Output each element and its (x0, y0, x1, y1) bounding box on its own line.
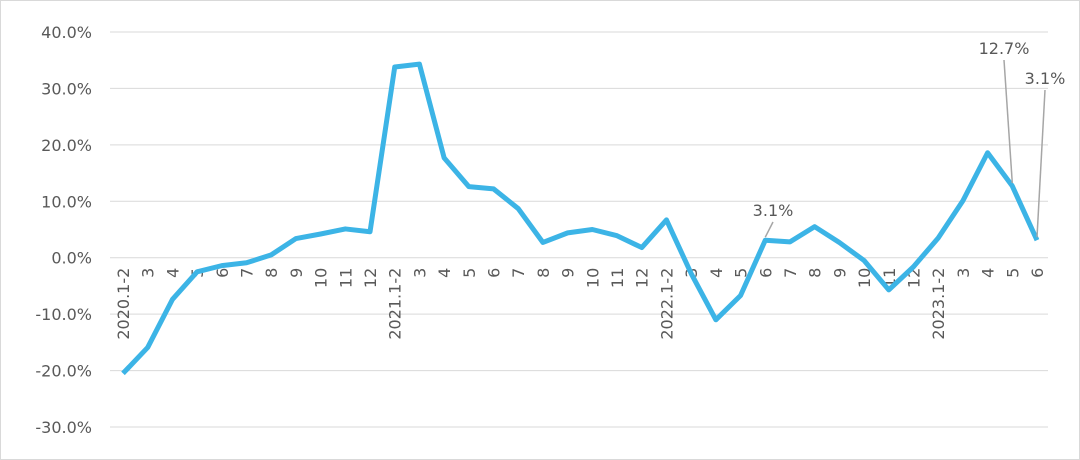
y-tick-label: 40.0% (41, 23, 92, 42)
x-tick-label: 7 (509, 268, 528, 278)
data-label: 12.7% (979, 39, 1030, 58)
x-tick-label: 4 (707, 268, 726, 278)
x-tick-label: 2021.1-2 (386, 268, 405, 340)
x-tick-label: 7 (238, 268, 257, 278)
data-label: 3.1% (1025, 69, 1066, 88)
x-tick-label: 12 (361, 268, 380, 288)
x-tick-label: 8 (806, 268, 825, 278)
x-tick-label: 10 (855, 268, 874, 288)
x-tick-label: 2020.1-2 (114, 268, 133, 340)
x-tick-label: 3 (139, 268, 158, 278)
label-leader (764, 221, 774, 238)
data-label: 3.1% (753, 201, 794, 220)
x-tick-label: 10 (583, 268, 602, 288)
y-tick-label: -10.0% (35, 305, 92, 324)
x-tick-label: 2022.1-2 (657, 268, 676, 340)
x-tick-label: 8 (534, 268, 553, 278)
y-tick-label: -20.0% (35, 362, 92, 381)
x-tick-label: 5 (732, 268, 751, 278)
data-line (121, 61, 1040, 376)
x-tick-label: 11 (608, 268, 627, 288)
y-tick-label: -30.0% (35, 418, 92, 437)
y-tick-label: 10.0% (41, 192, 92, 211)
x-tick-label: 3 (954, 268, 973, 278)
x-tick-label: 5 (460, 268, 479, 278)
x-tick-label: 4 (435, 268, 454, 278)
x-tick-label: 4 (979, 268, 998, 278)
x-tick-label: 11 (336, 268, 355, 288)
y-tick-label: 20.0% (41, 136, 92, 155)
x-tick-label: 6 (213, 268, 232, 278)
y-tick-label: 0.0% (51, 249, 92, 268)
label-leader (1036, 89, 1046, 238)
x-tick-label: 6 (756, 268, 775, 278)
x-tick-label: 5 (1003, 268, 1022, 278)
x-tick-label: 6 (1028, 268, 1047, 278)
x-tick-label: 9 (287, 268, 306, 278)
x-tick-label: 3 (410, 268, 429, 278)
x-tick-label: 10 (312, 268, 331, 288)
x-tick-label: 4 (163, 268, 182, 278)
x-tick-label: 8 (262, 268, 281, 278)
x-tick-label: 2023.1-2 (929, 268, 948, 340)
y-tick-label: 30.0% (41, 79, 92, 98)
x-tick-label: 7 (781, 268, 800, 278)
x-tick-label: 9 (830, 268, 849, 278)
label-leader (1003, 59, 1014, 184)
x-tick-label: 9 (559, 268, 578, 278)
x-tick-label: 6 (485, 268, 504, 278)
x-tick-label: 12 (633, 268, 652, 288)
